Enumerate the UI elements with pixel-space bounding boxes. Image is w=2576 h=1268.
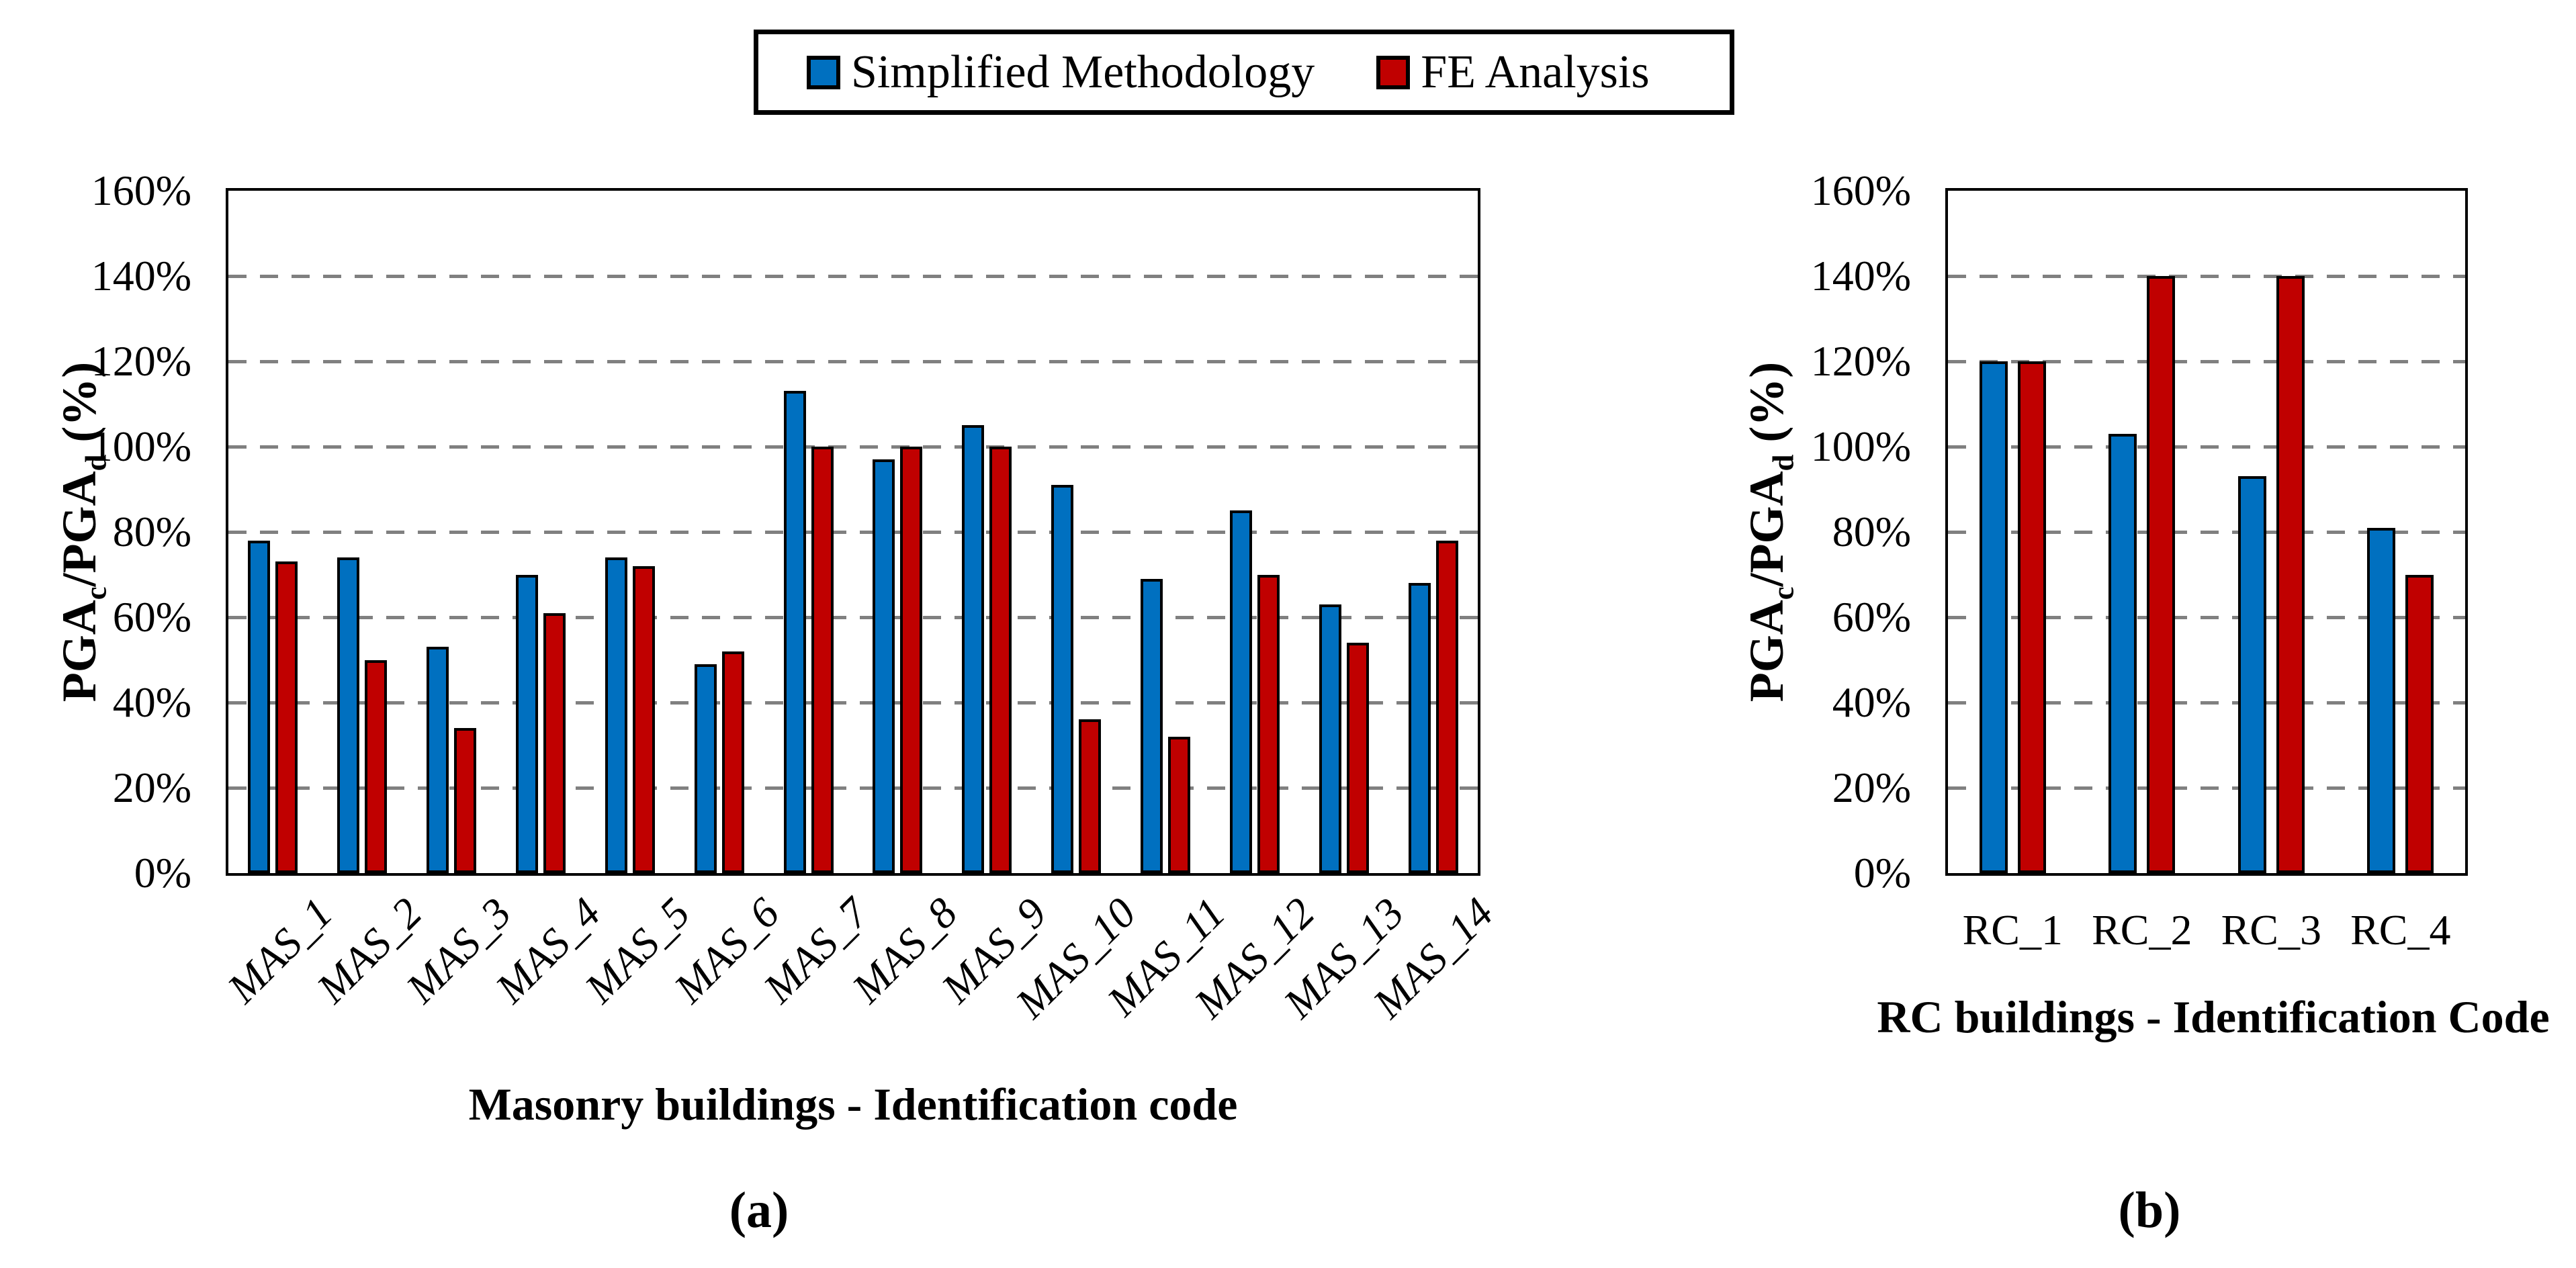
legend-label-simplified-methodology: Simplified Methodology bbox=[851, 46, 1315, 98]
y-tick-label: 0% bbox=[1853, 849, 1911, 897]
y-tick-label: 60% bbox=[1832, 593, 1911, 641]
bar-MAS_5-simplified bbox=[605, 557, 627, 873]
y-tick-label: 100% bbox=[1810, 422, 1911, 470]
y-tick-label: 80% bbox=[112, 508, 191, 555]
bar-MAS_13-fe bbox=[1346, 643, 1369, 873]
gridline-120 bbox=[1948, 360, 2465, 363]
y-tick-label: 80% bbox=[1832, 508, 1911, 555]
y-tick-label: 140% bbox=[91, 252, 191, 300]
x-axis-title-masonry: Masonry buildings - Identification code bbox=[468, 1079, 1238, 1130]
bar-RC_3-simplified bbox=[2237, 476, 2266, 873]
y-tick-label: 120% bbox=[91, 337, 191, 385]
bar-MAS_9-simplified bbox=[962, 425, 985, 873]
bar-MAS_11-fe bbox=[1168, 736, 1190, 873]
gridline-40 bbox=[228, 701, 1478, 705]
bar-RC_4-simplified bbox=[2367, 527, 2396, 873]
gridline-40 bbox=[1948, 701, 2465, 705]
y-tick-label: 20% bbox=[1832, 764, 1911, 811]
y-tick-label: 40% bbox=[112, 678, 191, 726]
bar-MAS_11-simplified bbox=[1141, 578, 1163, 873]
y-tick-label: 0% bbox=[134, 849, 191, 897]
legend-item-simplified-methodology: Simplified Methodology bbox=[807, 46, 1315, 98]
y-tick-label: 160% bbox=[1810, 167, 1911, 214]
y-tick-label: 20% bbox=[112, 764, 191, 811]
y-tick-label: 120% bbox=[1810, 337, 1911, 385]
x-tick-label: RC_2 bbox=[2092, 906, 2192, 954]
gridline-100 bbox=[1948, 445, 2465, 449]
x-tick-label: RC_1 bbox=[1962, 906, 2063, 954]
gridline-100 bbox=[228, 445, 1478, 449]
gridline-20 bbox=[228, 786, 1478, 790]
gridline-80 bbox=[228, 531, 1478, 534]
legend-swatch-red-icon bbox=[1376, 55, 1411, 89]
plot-area-rc bbox=[1945, 188, 2468, 876]
x-axis-title-rc: RC buildings - Identification Code bbox=[1877, 991, 2550, 1042]
y-tick-label: 100% bbox=[91, 422, 191, 470]
bar-MAS_4-simplified bbox=[516, 574, 538, 873]
legend-item-fe-analysis: FE Analysis bbox=[1376, 46, 1650, 98]
y-tick-label: 40% bbox=[1832, 678, 1911, 726]
bar-MAS_1-simplified bbox=[248, 540, 271, 873]
bar-MAS_1-fe bbox=[275, 561, 298, 873]
bar-MAS_2-fe bbox=[365, 660, 388, 873]
bar-RC_2-simplified bbox=[2108, 433, 2137, 873]
bar-MAS_7-simplified bbox=[783, 391, 806, 873]
bar-MAS_10-simplified bbox=[1051, 485, 1074, 873]
bar-RC_4-fe bbox=[2405, 574, 2434, 873]
plot-area-masonry bbox=[226, 188, 1480, 876]
bar-MAS_9-fe bbox=[989, 447, 1012, 873]
bar-MAS_6-simplified bbox=[694, 664, 717, 873]
y-tick-label: 160% bbox=[91, 167, 191, 214]
bar-MAS_7-fe bbox=[811, 447, 834, 873]
legend-swatch-blue-icon bbox=[807, 55, 840, 89]
bar-MAS_4-fe bbox=[543, 613, 566, 873]
bar-RC_2-fe bbox=[2147, 276, 2176, 873]
gridline-20 bbox=[1948, 786, 2465, 790]
bar-MAS_12-simplified bbox=[1229, 510, 1252, 873]
bar-RC_3-fe bbox=[2276, 276, 2305, 873]
x-tick-label: RC_3 bbox=[2221, 906, 2321, 954]
bar-MAS_14-simplified bbox=[1408, 583, 1431, 873]
bar-MAS_14-fe bbox=[1435, 540, 1458, 873]
bar-RC_1-fe bbox=[2017, 361, 2046, 873]
gridline-60 bbox=[228, 616, 1478, 619]
legend-label-fe-analysis: FE Analysis bbox=[1421, 46, 1650, 98]
legend: Simplified Methodology FE Analysis bbox=[754, 30, 1734, 115]
bar-RC_1-simplified bbox=[1979, 361, 2008, 873]
bar-MAS_8-fe bbox=[900, 447, 923, 873]
bar-MAS_3-simplified bbox=[427, 647, 449, 873]
y-tick-label: 140% bbox=[1810, 252, 1911, 300]
bar-MAS_8-simplified bbox=[873, 459, 895, 873]
caption-a: (a) bbox=[729, 1182, 789, 1238]
bar-MAS_3-fe bbox=[454, 728, 477, 873]
bar-MAS_6-fe bbox=[721, 651, 744, 873]
bar-MAS_10-fe bbox=[1079, 719, 1102, 873]
caption-b: (b) bbox=[2118, 1182, 2181, 1238]
gridline-60 bbox=[1948, 616, 2465, 619]
gridline-120 bbox=[228, 360, 1478, 363]
bar-MAS_13-simplified bbox=[1319, 604, 1341, 873]
gridline-140 bbox=[1948, 275, 2465, 278]
gridline-80 bbox=[1948, 531, 2465, 534]
bar-MAS_2-simplified bbox=[337, 557, 360, 873]
gridline-140 bbox=[228, 275, 1478, 278]
bar-MAS_5-fe bbox=[632, 565, 655, 873]
bar-MAS_12-fe bbox=[1257, 574, 1280, 873]
x-tick-label: RC_4 bbox=[2350, 906, 2451, 954]
y-tick-label: 60% bbox=[112, 593, 191, 641]
